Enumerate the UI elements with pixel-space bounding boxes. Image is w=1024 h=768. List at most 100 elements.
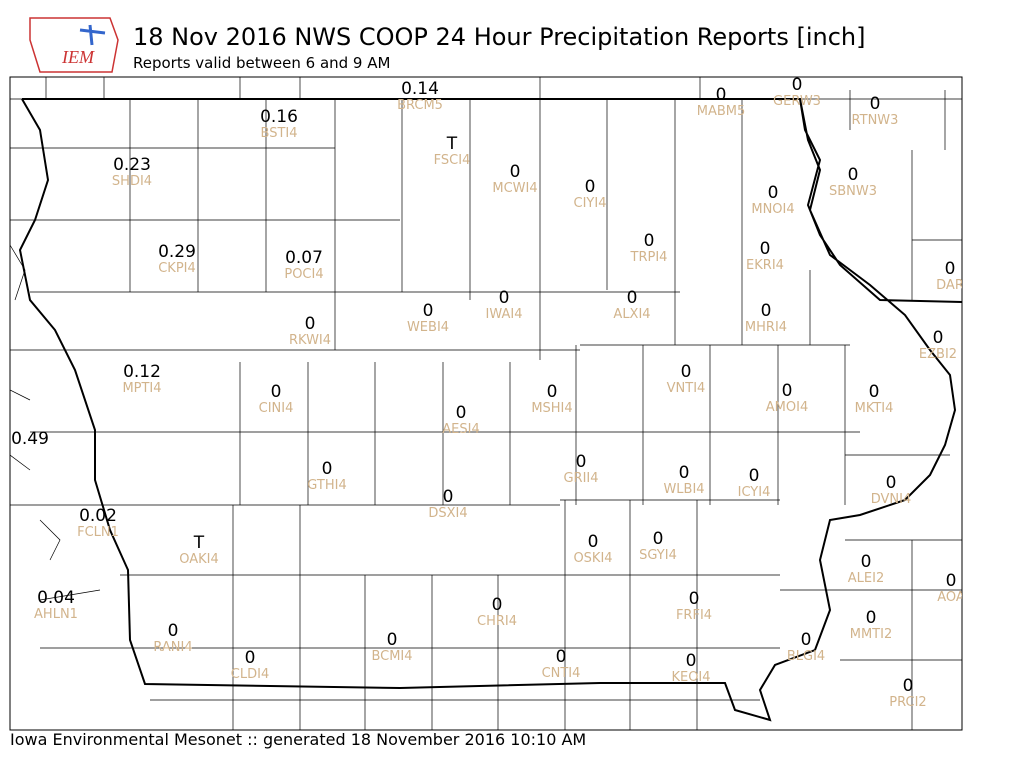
station-id: RANI4 (153, 640, 192, 655)
station-id: TRPI4 (630, 250, 668, 265)
map (10, 77, 962, 730)
station-value: 0.49 (11, 429, 49, 449)
station-value: 0.14 (401, 79, 439, 99)
station-id: RKWI4 (289, 333, 331, 348)
station-value: 0 (492, 595, 503, 615)
station-value: 0.23 (113, 155, 151, 175)
station-id: MNOI4 (751, 202, 794, 217)
station-value: 0 (792, 75, 803, 95)
station-value: 0 (510, 162, 521, 182)
station-value: 0 (547, 382, 558, 402)
station-value: 0 (689, 589, 700, 609)
station-value: 0 (760, 239, 771, 259)
station-id: CHRI4 (477, 614, 517, 629)
station-id: CLDI4 (231, 667, 269, 682)
iowa-border (18, 98, 962, 722)
station-value: 0 (168, 621, 179, 641)
station-id: FSCI4 (434, 153, 471, 168)
station-value: 0 (869, 382, 880, 402)
station-id: MHRI4 (745, 320, 787, 335)
station-value: 0.12 (123, 362, 161, 382)
station-id: MMTI2 (850, 627, 892, 642)
station-id: WEBI4 (407, 320, 449, 335)
station-value: 0 (556, 647, 567, 667)
station-id: AMOI4 (766, 400, 808, 415)
station-value: 0 (387, 630, 398, 650)
station-id: PRCI2 (889, 695, 926, 710)
station-id: ALEI2 (848, 571, 884, 586)
station-value: 0 (933, 328, 944, 348)
station-id: OSKI4 (573, 551, 612, 566)
station-id: RTNW3 (852, 113, 899, 128)
station-value: 0 (499, 288, 510, 308)
subtitle: Reports valid between 6 and 9 AM (133, 54, 390, 72)
station-id: DSXI4 (428, 506, 467, 521)
station-value: 0 (946, 571, 957, 591)
station-id: MCWI4 (492, 181, 537, 196)
station-value: 0 (456, 403, 467, 423)
station-value: T (193, 533, 205, 553)
station-value: 0 (423, 301, 434, 321)
station-id: CIYI4 (574, 196, 607, 211)
station-value: 0 (585, 177, 596, 197)
station-id: EKRI4 (746, 258, 784, 273)
station-id: SGYI4 (639, 548, 677, 563)
station-value: 0 (245, 648, 256, 668)
station-value: 0 (768, 183, 779, 203)
station-value: 0 (644, 231, 655, 251)
station-value: 0 (653, 529, 664, 549)
station-id: OAKI4 (179, 552, 219, 567)
station-value: 0 (627, 288, 638, 308)
map-frame (9, 76, 963, 731)
title: 18 Nov 2016 NWS COOP 24 Hour Precipitati… (133, 23, 865, 51)
station-value: 0.07 (285, 248, 323, 268)
station-id: MKTI4 (855, 401, 894, 416)
station-value: 0 (870, 94, 881, 114)
station-value: 0 (886, 473, 897, 493)
station-value: 0.29 (158, 242, 196, 262)
station-id: SBNW3 (829, 184, 877, 199)
station-value: 0 (945, 259, 956, 279)
station-id: MSHI4 (531, 401, 572, 416)
station-value: 0 (749, 466, 760, 486)
station-value: 0 (443, 487, 454, 507)
station-id: CNTI4 (542, 666, 581, 681)
station-value: 0 (716, 85, 727, 105)
station-id: MPTI4 (122, 381, 161, 396)
logo-text: IEM (61, 47, 95, 67)
station-id: CKPI4 (158, 261, 196, 276)
station-value: 0 (782, 381, 793, 401)
station-value: 0 (322, 459, 333, 479)
station-id: FRFI4 (676, 608, 712, 623)
station-id: BLGI4 (787, 649, 825, 664)
station-id: BCMI4 (371, 649, 412, 664)
station-value: 0 (271, 382, 282, 402)
footer: Iowa Environmental Mesonet :: generated … (10, 730, 586, 749)
station-id: FCLN1 (77, 525, 119, 540)
station-value: 0 (576, 452, 587, 472)
station-id: GRII4 (563, 471, 598, 486)
station-id: CINI4 (259, 401, 294, 416)
county-lines (10, 77, 962, 730)
station-value: 0 (848, 165, 859, 185)
station-id: POCI4 (284, 267, 323, 282)
station-value: 0 (588, 532, 599, 552)
station-value: T (446, 134, 458, 154)
station-value: 0 (903, 676, 914, 696)
station-id: AHLN1 (34, 607, 78, 622)
station-value: 0 (801, 630, 812, 650)
station-id: IWAI4 (486, 307, 523, 322)
station-value: 0.02 (79, 506, 117, 526)
station-id: MABM5 (697, 104, 746, 119)
station-id: AOA (937, 590, 965, 605)
station-id: AESI4 (442, 422, 479, 437)
station-id: BRCM5 (397, 98, 443, 113)
station-value: 0 (761, 301, 772, 321)
station-value: 0 (861, 552, 872, 572)
station-id: VNTI4 (667, 381, 706, 396)
station-id: EZBI2 (919, 347, 957, 362)
station-id: ALXI4 (613, 307, 650, 322)
station-id: KEOI4 (671, 670, 710, 685)
